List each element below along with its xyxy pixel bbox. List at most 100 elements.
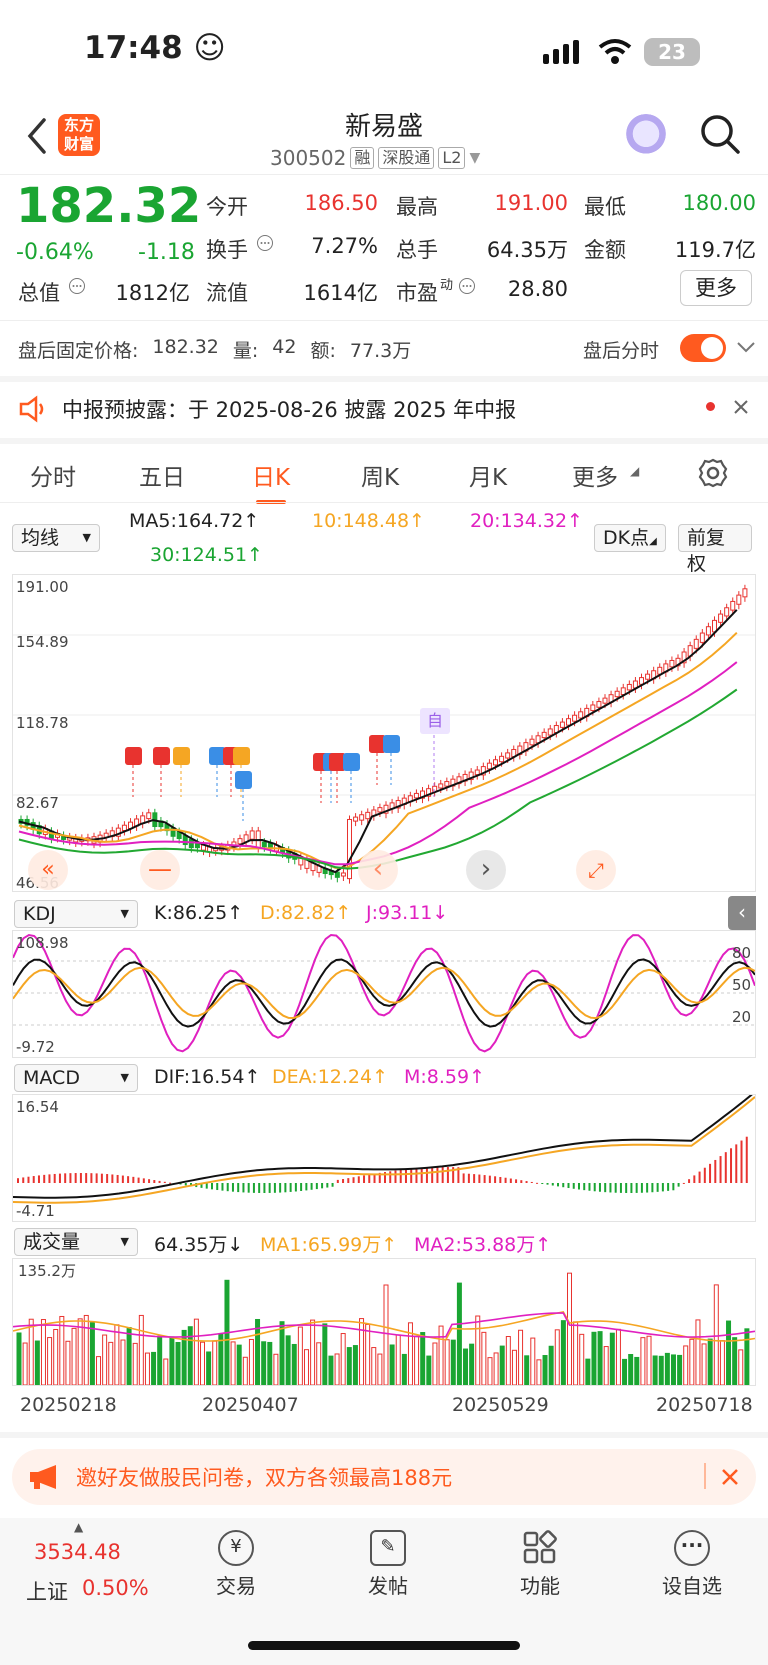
nav-trade[interactable]: ¥ 交易 [186,1530,286,1599]
rewind-icon[interactable]: « [28,850,68,890]
macd-bar [226,1183,229,1192]
chevron-down-icon[interactable] [736,340,756,354]
index-value[interactable]: 3534.48 [34,1540,121,1564]
macd-bar [273,1183,276,1193]
prev-icon[interactable]: ‹ [358,850,398,890]
volume-ma2: MA2:53.88万↑ [414,1234,552,1256]
macd-bar [452,1167,455,1183]
candle-body [493,759,498,766]
macd-bar [619,1183,622,1193]
volume-bar [597,1331,603,1385]
candle-body [578,711,584,719]
change-value: -1.18 [138,240,195,265]
candle-body [486,762,492,770]
adjust-button[interactable]: 前复权 [678,524,752,575]
promo-banner[interactable]: 邀好友做股民问卷，双方各领最高188元 [12,1449,756,1505]
volume-bar [273,1353,279,1385]
macd-bar [436,1167,439,1183]
index-name[interactable]: 上证 [26,1580,68,1604]
close-icon[interactable] [720,1467,740,1487]
candle-body [347,818,352,880]
axis-4: 82.67 [16,794,59,812]
notice-text: 中报预披露：于 2025-08-26 披露 2025 年中报 [62,398,517,422]
info-icon[interactable] [458,277,476,295]
macd-bar [268,1183,271,1193]
macd-bar [389,1171,392,1183]
dk-point-button[interactable]: DK点◢ [594,524,666,552]
volume-chart[interactable] [12,1258,756,1386]
zoom-out-icon[interactable]: — [140,850,180,890]
macd-bar [462,1173,465,1183]
volume-bar [554,1329,560,1385]
macd-bar [106,1174,109,1183]
candle-body [736,594,742,605]
indicator-select-macd[interactable]: MACD ▼ [14,1064,138,1092]
fullscreen-icon[interactable]: ⤢ [576,850,616,890]
assistant-robot-icon[interactable] [624,114,668,158]
macd-bar [100,1173,103,1183]
candle-body [365,811,371,820]
more-button[interactable]: 更多 [680,270,752,306]
self-select-marker[interactable]: 自 [420,708,450,734]
kdj-chart[interactable] [12,930,756,1058]
tab-weekly-k[interactable]: 周K [361,465,400,491]
open-label: 今开 [206,195,248,219]
info-icon[interactable] [256,234,274,252]
close-icon[interactable] [733,399,749,415]
kdj-d-line [13,966,755,1020]
candle-body [474,769,480,776]
nav-functions[interactable]: 功能 [490,1530,590,1599]
tab-more[interactable]: 更多 [572,465,618,491]
macd-bar [368,1174,371,1183]
collapse-arrow-icon[interactable]: ‹ [728,896,756,930]
after-hours-toggle[interactable] [680,334,726,362]
info-icon[interactable] [68,277,86,295]
volume-bar [40,1319,46,1385]
kdj-axis-min: -9.72 [16,1038,55,1056]
volume-bar [352,1345,358,1385]
macd-bar [703,1167,706,1183]
date-label-4: 20250718 [656,1394,753,1416]
tab-intraday[interactable]: 分时 [30,465,76,491]
candle-body [541,731,547,739]
volume-bar [187,1326,193,1385]
tab-five-day[interactable]: 五日 [139,465,185,491]
after-hours-price: 182.32 [152,336,219,358]
volume-bar [255,1318,261,1385]
volume-bar [163,1358,169,1385]
macd-bar [111,1174,114,1183]
macd-bar [310,1183,313,1190]
volume-bar [297,1326,303,1385]
index-pct[interactable]: 0.50% [82,1576,149,1600]
volume-bar [169,1336,175,1385]
chevron-down-icon[interactable]: ▼ [469,150,481,166]
indicator-select-kdj[interactable]: KDJ ▼ [14,900,138,928]
notice-bar[interactable]: 中报预披露：于 2025-08-26 披露 2025 年中报 [18,394,516,424]
back-arrow-icon[interactable] [20,112,56,160]
tab-daily-k[interactable]: 日K [252,458,290,504]
macd-bar [121,1175,124,1183]
volume-bar [242,1356,248,1385]
gear-icon[interactable] [698,458,728,488]
next-icon[interactable]: › [466,850,506,890]
macd-bar [530,1181,533,1183]
volume-bar [89,1322,95,1385]
macd-bar [347,1178,350,1183]
indicator-select-ma[interactable]: 均线 ▼ [12,524,100,552]
volume-bar [114,1324,120,1385]
macd-bar [85,1173,88,1183]
nav-custom[interactable]: ··· 设自选 [642,1530,742,1599]
search-icon[interactable] [698,112,742,156]
macd-bar [625,1183,628,1193]
nav-post[interactable]: ✎ 发帖 [338,1530,438,1599]
macd-bar [58,1173,61,1183]
indicator-select-volume[interactable]: 成交量 ▼ [14,1228,138,1256]
tab-monthly-k[interactable]: 月K [469,465,508,491]
nav-custom-label: 设自选 [662,1574,722,1598]
macd-bar [336,1179,339,1183]
candlestick-chart[interactable] [12,574,756,892]
open-value: 186.50 [304,191,378,215]
macd-chart[interactable] [12,1094,756,1222]
volume-bar [316,1342,322,1385]
macd-bar [577,1183,580,1190]
